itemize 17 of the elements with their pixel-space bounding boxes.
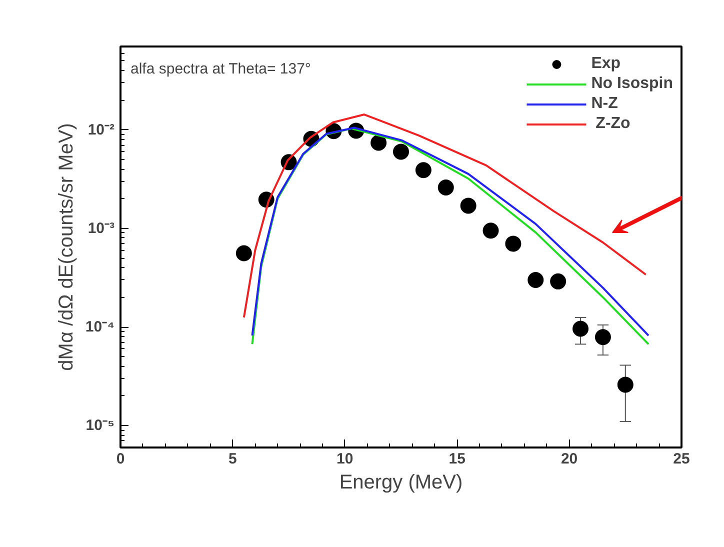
x-axis-title: Energy (MeV) [339,472,463,494]
legend-label: Z-Zo [594,115,630,133]
x-tick-label: 5 [228,450,237,468]
x-tick-label: 15 [448,450,466,468]
y-tick-label: 10⁻⁴ [85,318,115,336]
x-tick-label: 25 [673,450,690,468]
legend-label: Exp [591,55,621,73]
text: alfa spectra at Theta= 137° [130,60,311,78]
x-tick-label: 0 [116,450,125,468]
y-axis-title: dMα /dΩ dE(counts/sr MeV) [55,123,78,371]
x-tick-label: 10 [336,450,354,468]
y-tick-label: 10⁻² [88,121,115,138]
legend-label: No Isospin [591,75,673,93]
y-tick-label: 10⁻⁵ [86,417,115,434]
x-tick-label: 20 [560,450,578,468]
y-tick-label: 10⁻³ [88,220,115,237]
legend-label: N-Z [591,95,618,113]
